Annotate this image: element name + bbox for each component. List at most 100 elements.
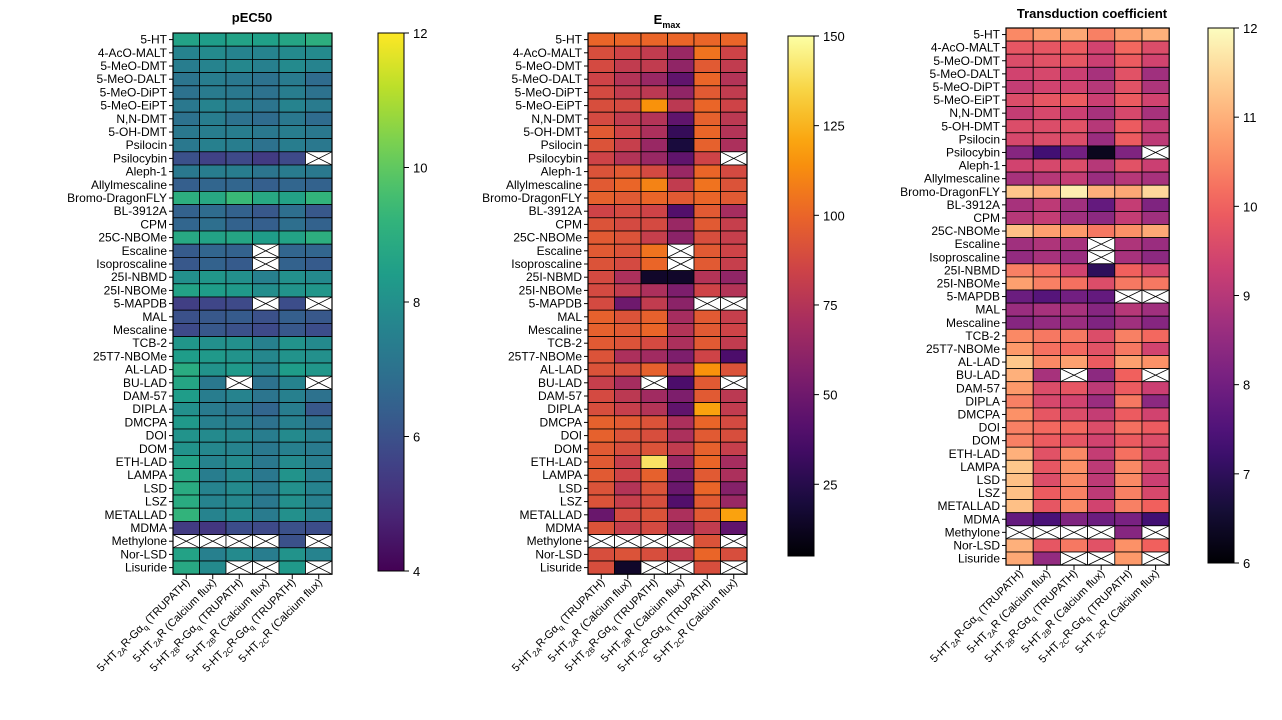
- row-label: LAMPA: [127, 468, 167, 482]
- row-label: CPM: [140, 217, 167, 231]
- row-label: 25I-NBOMe: [937, 276, 1001, 290]
- heatmap-cell: [640, 494, 668, 509]
- heatmap-cell: [252, 336, 280, 351]
- heatmap-cell: [614, 454, 642, 469]
- row-label: 5-MAPDB: [529, 297, 582, 311]
- row-label: Psilocin: [541, 138, 582, 152]
- heatmap-cells: [587, 32, 748, 575]
- heatmap-cell: [587, 111, 615, 126]
- heatmap-cell: [640, 309, 668, 324]
- heatmap-cell: [720, 415, 748, 430]
- heatmap-cell: [172, 164, 200, 179]
- heatmap-cell: [693, 217, 721, 232]
- colorbar: 4 6 8 10 12: [377, 26, 427, 579]
- heatmap-cell: [1087, 197, 1116, 212]
- colorbar-tick-label: 12: [413, 26, 427, 41]
- colorbar-tick-label: 7: [1243, 467, 1250, 482]
- heatmap-cell: [640, 230, 668, 245]
- missing-cell: [225, 534, 253, 549]
- heatmap-cell: [252, 454, 280, 469]
- heatmap-cell: [172, 98, 200, 113]
- heatmap-cell: [587, 270, 615, 285]
- heatmap-cell: [1060, 27, 1089, 42]
- heatmap-cell: [199, 45, 227, 60]
- row-label: Lisuride: [958, 552, 1000, 566]
- heatmap-cell: [172, 177, 200, 192]
- colorbar-tick-label: 11: [1243, 110, 1257, 125]
- heatmap-cell: [720, 59, 748, 74]
- heatmap-cell: [172, 270, 200, 285]
- row-label: DOM: [972, 434, 1000, 448]
- heatmap-cell: [614, 177, 642, 192]
- column-label: 5-HT2AR-Gαq (TRUPATH): [95, 577, 194, 676]
- heatmap-cell: [278, 59, 306, 74]
- heatmap-cell: [1087, 66, 1116, 81]
- heatmap-cell: [693, 243, 721, 258]
- heatmap-cell: [1114, 459, 1143, 474]
- heatmap-cell: [252, 481, 280, 496]
- missing-cell: [305, 534, 333, 549]
- heatmap-cell: [172, 547, 200, 562]
- heatmap-cell: [1005, 197, 1034, 212]
- heatmap-cell: [1032, 263, 1061, 278]
- heatmap-cell: [614, 468, 642, 483]
- heatmap-cell: [1141, 210, 1170, 225]
- heatmap-cell: [667, 388, 695, 403]
- heatmap-cell: [1005, 93, 1034, 108]
- heatmap-cell: [225, 521, 253, 536]
- heatmap-cell: [720, 481, 748, 496]
- missing-cell: [305, 296, 333, 311]
- heatmap-cell: [172, 415, 200, 430]
- heatmap-cell: [1141, 263, 1170, 278]
- heatmap-cell: [199, 85, 227, 100]
- heatmap-cell: [305, 190, 333, 205]
- heatmap-cell: [1032, 184, 1061, 199]
- row-label: ETH-LAD: [531, 455, 583, 469]
- heatmap-cell: [1087, 459, 1116, 474]
- heatmap-cell: [693, 402, 721, 417]
- heatmap-cell: [720, 521, 748, 536]
- row-label: 5-MeO-DiPT: [515, 85, 583, 99]
- missing-cell: [614, 534, 642, 549]
- heatmap-cell: [1032, 132, 1061, 147]
- heatmap-cell: [172, 283, 200, 298]
- heatmap-cell: [720, 507, 748, 522]
- heatmap-cell: [199, 454, 227, 469]
- heatmap-cell: [1005, 355, 1034, 370]
- heatmap-cell: [1060, 302, 1089, 317]
- heatmap-cell: [614, 521, 642, 536]
- heatmap-cell: [693, 468, 721, 483]
- heatmap-cell: [278, 283, 306, 298]
- heatmap-cell: [1087, 276, 1116, 291]
- missing-cell: [667, 534, 695, 549]
- heatmap-cell: [172, 521, 200, 536]
- heatmap-cell: [640, 204, 668, 219]
- heatmap-cell: [693, 270, 721, 285]
- row-label: ETH-LAD: [949, 447, 1001, 461]
- heatmap-cell: [278, 85, 306, 100]
- heatmap-cell: [199, 190, 227, 205]
- heatmap-cell: [199, 507, 227, 522]
- heatmap-cell: [225, 72, 253, 87]
- heatmap-cell: [1114, 512, 1143, 527]
- heatmap-cell: [1060, 132, 1089, 147]
- row-label: DIPLA: [547, 402, 582, 416]
- heatmap-cell: [587, 309, 615, 324]
- row-label: AL-LAD: [958, 355, 1000, 369]
- heatmap-cell: [720, 243, 748, 258]
- heatmap-cell: [252, 164, 280, 179]
- heatmap-cell: [614, 402, 642, 417]
- heatmap-cell: [667, 547, 695, 562]
- missing-cell: [720, 560, 748, 575]
- heatmap-cell: [278, 177, 306, 192]
- heatmap-cell: [252, 59, 280, 74]
- missing-cell: [587, 534, 615, 549]
- heatmap-cell: [1141, 93, 1170, 108]
- heatmap-cell: [587, 375, 615, 390]
- heatmap-cell: [1060, 210, 1089, 225]
- heatmap-cell: [614, 270, 642, 285]
- heatmap-cell: [1141, 394, 1170, 409]
- heatmap-cell: [199, 296, 227, 311]
- heatmap-cell: [720, 164, 748, 179]
- heatmap-cell: [225, 138, 253, 153]
